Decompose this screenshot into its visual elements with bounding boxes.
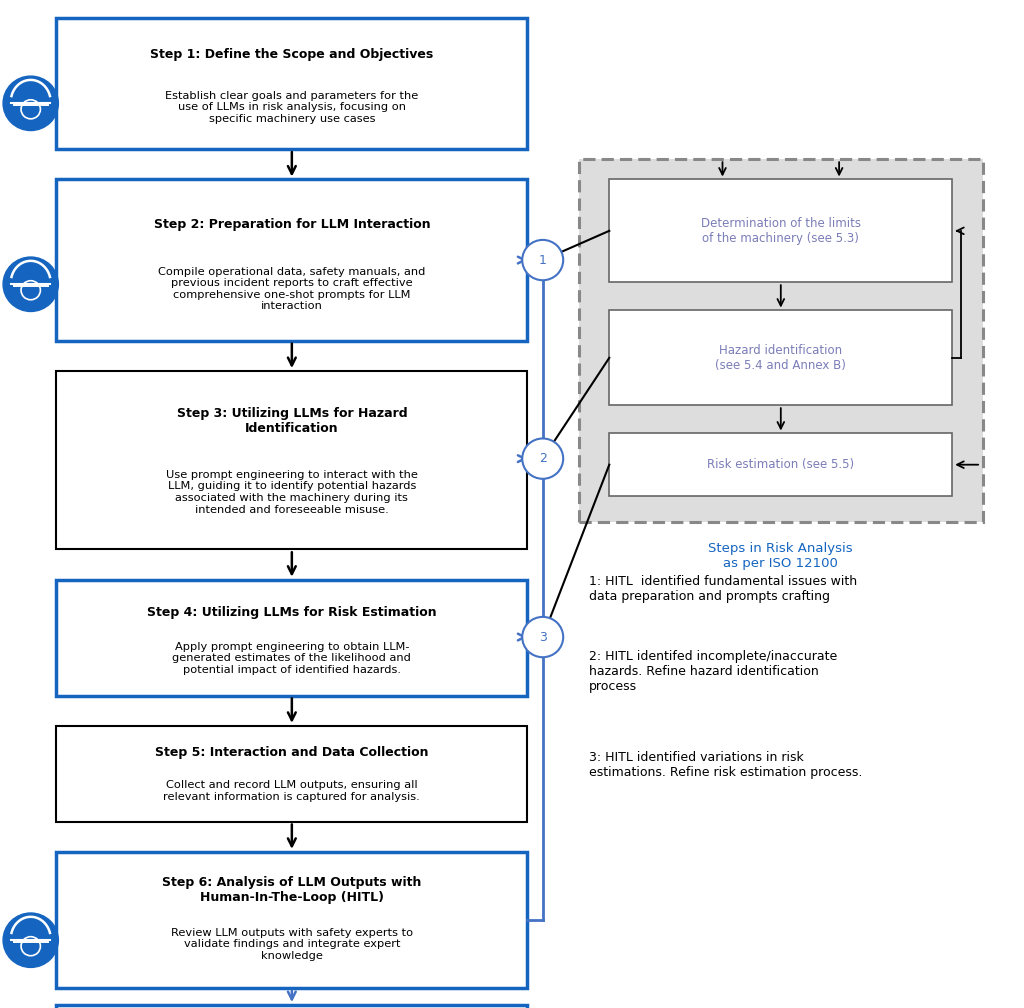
Text: Hazard identification
(see 5.4 and Annex B): Hazard identification (see 5.4 and Annex… — [716, 344, 846, 372]
Bar — [56, 179, 527, 341]
Circle shape — [522, 240, 563, 280]
Text: 1: HITL  identified fundamental issues with
data preparation and prompts craftin: 1: HITL identified fundamental issues wi… — [589, 575, 857, 603]
Text: 2: HITL identifed incomplete/inaccurate
hazards. Refine hazard identification
pr: 2: HITL identifed incomplete/inaccurate … — [589, 650, 837, 694]
Bar — [609, 179, 952, 282]
Bar — [56, 580, 527, 696]
Bar — [579, 159, 983, 522]
Text: 3: 3 — [539, 631, 547, 643]
Bar — [56, 18, 527, 149]
Text: 3: HITL identified variations in risk
estimations. Refine risk estimation proces: 3: HITL identified variations in risk es… — [589, 751, 862, 779]
Text: Step 6: Analysis of LLM Outputs with
Human-In-The-Loop (HITL): Step 6: Analysis of LLM Outputs with Hum… — [162, 876, 422, 904]
Text: Risk estimation (see 5.5): Risk estimation (see 5.5) — [708, 459, 854, 471]
Text: Steps in Risk Analysis
as per ISO 12100: Steps in Risk Analysis as per ISO 12100 — [709, 542, 853, 571]
Bar — [56, 371, 527, 549]
Bar — [609, 433, 952, 496]
Text: Compile operational data, safety manuals, and
previous incident reports to craft: Compile operational data, safety manuals… — [158, 267, 426, 311]
Circle shape — [3, 77, 58, 131]
Text: Establish clear goals and parameters for the
use of LLMs in risk analysis, focus: Establish clear goals and parameters for… — [165, 91, 419, 124]
Text: Determination of the limits
of the machinery (see 5.3): Determination of the limits of the machi… — [700, 217, 861, 245]
Bar — [56, 726, 527, 822]
Bar — [609, 310, 952, 405]
Text: Use prompt engineering to interact with the
LLM, guiding it to identify potentia: Use prompt engineering to interact with … — [166, 470, 418, 515]
Text: Step 2: Preparation for LLM Interaction: Step 2: Preparation for LLM Interaction — [154, 218, 430, 231]
Text: Step 4: Utilizing LLMs for Risk Estimation: Step 4: Utilizing LLMs for Risk Estimati… — [147, 606, 436, 619]
Text: Step 5: Interaction and Data Collection: Step 5: Interaction and Data Collection — [155, 746, 429, 759]
Text: 1: 1 — [539, 254, 547, 266]
Bar — [56, 1005, 527, 1008]
Circle shape — [522, 438, 563, 479]
Text: 2: 2 — [539, 453, 547, 465]
Text: Review LLM outputs with safety experts to
validate findings and integrate expert: Review LLM outputs with safety experts t… — [171, 927, 413, 961]
Circle shape — [3, 913, 58, 968]
Text: Step 1: Define the Scope and Objectives: Step 1: Define the Scope and Objectives — [151, 48, 433, 61]
Bar — [579, 159, 983, 522]
Circle shape — [522, 617, 563, 657]
Circle shape — [3, 257, 58, 311]
Text: Collect and record LLM outputs, ensuring all
relevant information is captured fo: Collect and record LLM outputs, ensuring… — [164, 780, 420, 801]
Bar — [56, 852, 527, 988]
Text: Step 3: Utilizing LLMs for Hazard
Identification: Step 3: Utilizing LLMs for Hazard Identi… — [176, 407, 408, 434]
Text: Apply prompt engineering to obtain LLM-
generated estimates of the likelihood an: Apply prompt engineering to obtain LLM- … — [172, 642, 412, 675]
